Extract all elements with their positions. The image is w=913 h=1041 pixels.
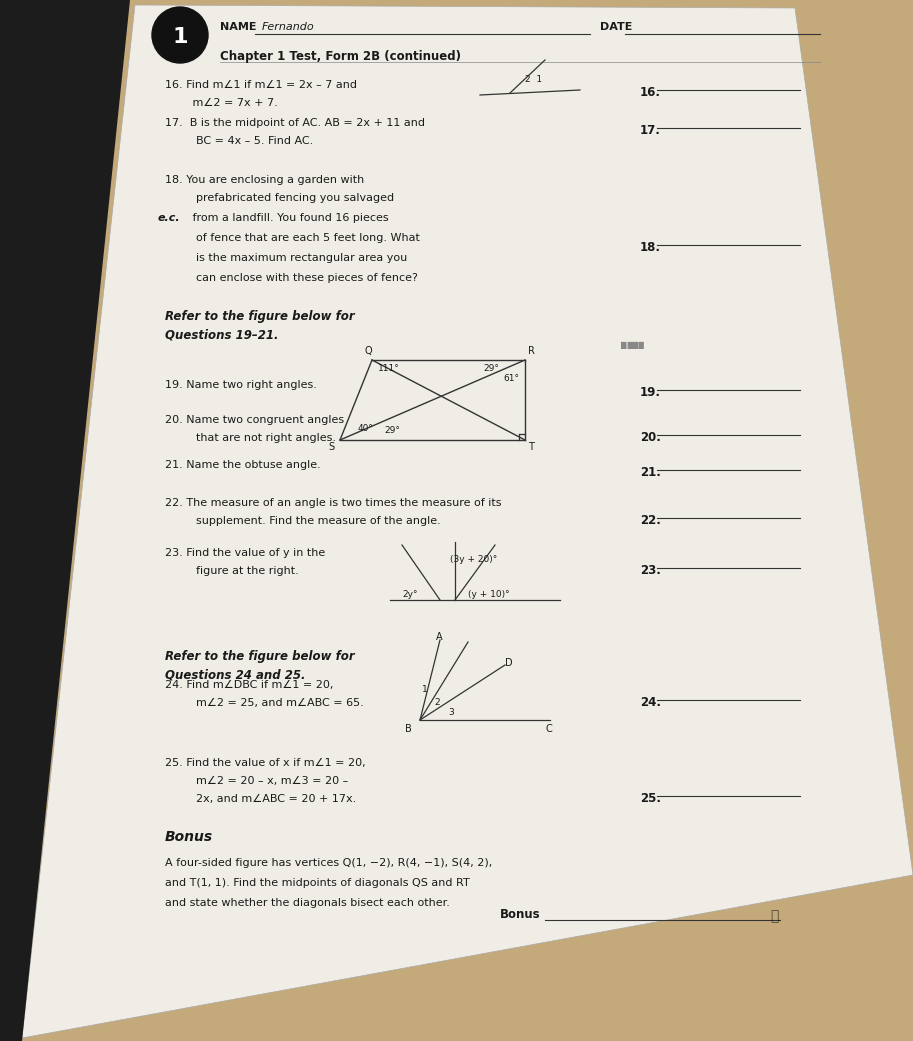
- Text: 24. Find m∠DBC if m∠1 = 20,: 24. Find m∠DBC if m∠1 = 20,: [165, 680, 333, 690]
- Text: (3y + 20)°: (3y + 20)°: [450, 555, 498, 564]
- Text: 3: 3: [448, 708, 454, 717]
- Text: Fernando: Fernando: [262, 22, 315, 32]
- Text: Bonus: Bonus: [500, 908, 540, 921]
- Text: and T(1, 1). Find the midpoints of diagonals QS and RT: and T(1, 1). Find the midpoints of diago…: [165, 878, 470, 888]
- Text: 🐾: 🐾: [770, 909, 779, 923]
- Text: 22. The measure of an angle is two times the measure of its: 22. The measure of an angle is two times…: [165, 498, 501, 508]
- Text: C: C: [545, 723, 551, 734]
- Text: 40°: 40°: [358, 424, 374, 433]
- Text: 1: 1: [422, 685, 428, 694]
- Text: Bonus: Bonus: [165, 830, 213, 844]
- Text: 61°: 61°: [503, 374, 519, 383]
- Text: Refer to the figure below for: Refer to the figure below for: [165, 310, 354, 323]
- Text: 21. Name the obtuse angle.: 21. Name the obtuse angle.: [165, 460, 320, 469]
- Text: █ ███: █ ███: [620, 342, 644, 349]
- Text: D: D: [505, 658, 512, 668]
- Text: Questions 24 and 25.: Questions 24 and 25.: [165, 668, 306, 681]
- Text: prefabricated fencing you salvaged: prefabricated fencing you salvaged: [175, 193, 394, 203]
- Text: supplement. Find the measure of the angle.: supplement. Find the measure of the angl…: [175, 516, 441, 526]
- Text: figure at the right.: figure at the right.: [175, 566, 299, 576]
- Text: Refer to the figure below for: Refer to the figure below for: [165, 650, 354, 663]
- Text: BC = 4x – 5. Find AC.: BC = 4x – 5. Find AC.: [175, 136, 313, 146]
- Text: 19.: 19.: [640, 386, 661, 399]
- Polygon shape: [0, 0, 130, 1041]
- Text: B: B: [405, 723, 412, 734]
- Text: A: A: [436, 632, 443, 642]
- Polygon shape: [22, 5, 913, 1038]
- Text: 29°: 29°: [483, 364, 498, 373]
- Text: e.c.: e.c.: [158, 213, 181, 223]
- Text: 2x, and m∠ABC = 20 + 17x.: 2x, and m∠ABC = 20 + 17x.: [175, 794, 356, 804]
- Text: from a landfill. You found 16 pieces: from a landfill. You found 16 pieces: [175, 213, 389, 223]
- Text: S: S: [328, 442, 334, 452]
- Text: Chapter 1 Test, Form 2B (continued): Chapter 1 Test, Form 2B (continued): [220, 50, 461, 64]
- Text: 22.: 22.: [640, 514, 661, 527]
- Text: 20.: 20.: [640, 431, 661, 445]
- Text: 19. Name two right angles.: 19. Name two right angles.: [165, 380, 317, 390]
- Text: (y + 10)°: (y + 10)°: [468, 590, 509, 599]
- Text: T: T: [528, 442, 534, 452]
- Text: A four-sided figure has vertices Q(1, −2), R(4, −1), S(4, 2),: A four-sided figure has vertices Q(1, −2…: [165, 858, 492, 868]
- Text: 24.: 24.: [640, 696, 661, 709]
- Text: m∠2 = 7x + 7.: m∠2 = 7x + 7.: [175, 98, 278, 108]
- Text: and state whether the diagonals bisect each other.: and state whether the diagonals bisect e…: [165, 898, 450, 908]
- Text: m∠2 = 20 – x, m∠3 = 20 –: m∠2 = 20 – x, m∠3 = 20 –: [175, 776, 348, 786]
- Text: DATE: DATE: [600, 22, 633, 32]
- Text: 23. Find the value of y in the: 23. Find the value of y in the: [165, 548, 325, 558]
- Text: R: R: [528, 346, 535, 356]
- Text: 25.: 25.: [640, 792, 661, 805]
- Text: 18.: 18.: [640, 242, 661, 254]
- Text: 16. Find m∠1 if m∠1 = 2x – 7 and: 16. Find m∠1 if m∠1 = 2x – 7 and: [165, 80, 357, 90]
- Text: Q: Q: [364, 346, 372, 356]
- Text: 29°: 29°: [384, 426, 400, 435]
- Text: 2: 2: [434, 699, 440, 707]
- Text: 20. Name two congruent angles: 20. Name two congruent angles: [165, 415, 344, 425]
- Text: 17.  B is the midpoint of AC. AB = 2x + 11 and: 17. B is the midpoint of AC. AB = 2x + 1…: [165, 118, 425, 128]
- Text: 1: 1: [173, 27, 188, 47]
- Text: of fence that are each 5 feet long. What: of fence that are each 5 feet long. What: [175, 233, 420, 243]
- Text: 2y°: 2y°: [402, 590, 417, 599]
- Text: 17.: 17.: [640, 124, 661, 137]
- Text: 111°: 111°: [378, 364, 400, 373]
- Text: m∠2 = 25, and m∠ABC = 65.: m∠2 = 25, and m∠ABC = 65.: [175, 699, 363, 708]
- Text: Questions 19–21.: Questions 19–21.: [165, 328, 278, 341]
- Text: NAME: NAME: [220, 22, 257, 32]
- Text: 2  1: 2 1: [525, 75, 542, 84]
- Text: is the maximum rectangular area you: is the maximum rectangular area you: [175, 253, 407, 263]
- Text: can enclose with these pieces of fence?: can enclose with these pieces of fence?: [175, 273, 418, 283]
- Text: that are not right angles.: that are not right angles.: [175, 433, 336, 443]
- Text: 23.: 23.: [640, 564, 661, 577]
- Text: 16.: 16.: [640, 86, 661, 99]
- Text: 25. Find the value of x if m∠1 = 20,: 25. Find the value of x if m∠1 = 20,: [165, 758, 365, 768]
- Text: 18. You are enclosing a garden with: 18. You are enclosing a garden with: [165, 175, 364, 185]
- Text: 21.: 21.: [640, 466, 661, 479]
- Circle shape: [152, 7, 208, 64]
